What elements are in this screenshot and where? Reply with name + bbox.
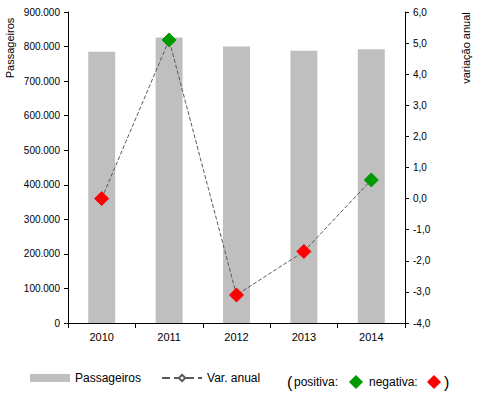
- svg-text:0: 0: [54, 318, 60, 329]
- svg-text:variação anual: variação anual: [460, 12, 472, 84]
- svg-text:900.000: 900.000: [24, 7, 61, 18]
- svg-text:(: (: [287, 374, 293, 391]
- svg-text:3,0: 3,0: [413, 100, 427, 111]
- svg-text:600.000: 600.000: [24, 110, 61, 121]
- svg-text:-3,0: -3,0: [413, 286, 431, 297]
- svg-text:2010: 2010: [89, 331, 113, 343]
- svg-text:2014: 2014: [359, 331, 383, 343]
- svg-text:200.000: 200.000: [24, 248, 61, 259]
- svg-text:-2,0: -2,0: [413, 255, 431, 266]
- svg-text:Passageiros: Passageiros: [75, 371, 141, 385]
- svg-text:2013: 2013: [292, 331, 316, 343]
- svg-text:500.000: 500.000: [24, 145, 61, 156]
- svg-text:negativa:: negativa:: [369, 375, 418, 389]
- svg-text:100.000: 100.000: [24, 283, 61, 294]
- svg-text:5,0: 5,0: [413, 38, 427, 49]
- svg-text:2011: 2011: [157, 331, 181, 343]
- svg-text:2,0: 2,0: [413, 131, 427, 142]
- svg-text:300.000: 300.000: [24, 214, 61, 225]
- svg-text:positiva:: positiva:: [294, 375, 338, 389]
- svg-text:-4,0: -4,0: [413, 318, 431, 329]
- svg-text:Var. anual: Var. anual: [207, 371, 260, 385]
- svg-text:700.000: 700.000: [24, 76, 61, 87]
- svg-text:-1,0: -1,0: [413, 224, 431, 235]
- svg-text:2012: 2012: [224, 331, 248, 343]
- svg-text:4,0: 4,0: [413, 69, 427, 80]
- svg-text:): ): [444, 374, 449, 391]
- svg-text:0,0: 0,0: [413, 193, 427, 204]
- svg-text:800.000: 800.000: [24, 41, 61, 52]
- svg-text:Passageiros: Passageiros: [4, 17, 16, 78]
- svg-text:400.000: 400.000: [24, 179, 61, 190]
- svg-text:6,0: 6,0: [413, 7, 427, 18]
- svg-text:1,0: 1,0: [413, 162, 427, 173]
